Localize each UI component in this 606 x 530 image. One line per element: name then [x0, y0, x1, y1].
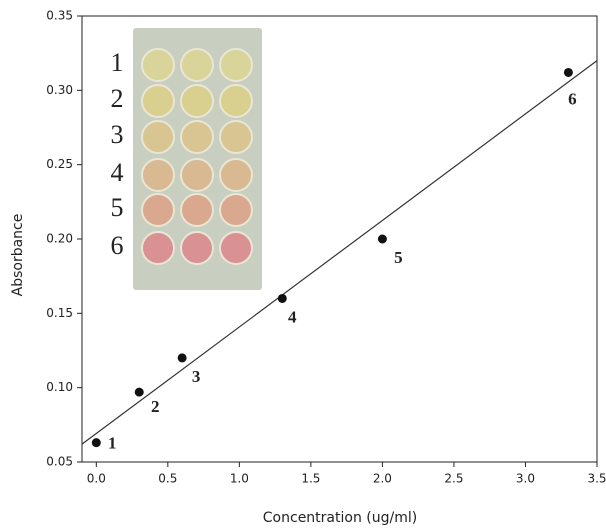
fit-line	[81, 60, 598, 445]
well	[180, 120, 214, 154]
well	[141, 120, 175, 154]
point-label: 1	[108, 434, 117, 453]
well	[219, 48, 253, 82]
well	[219, 84, 253, 118]
y-tick-label: 0.30	[46, 83, 73, 97]
well	[219, 193, 253, 227]
point-label: 3	[192, 367, 201, 386]
point	[177, 353, 187, 363]
point	[377, 234, 387, 244]
inset-photo	[133, 28, 262, 290]
point-label: 5	[394, 248, 403, 267]
well	[219, 231, 253, 265]
well	[141, 158, 175, 192]
y-tick-label: 0.10	[46, 380, 73, 394]
inset-label: 3	[111, 120, 124, 149]
point	[563, 67, 573, 77]
x-tick-label: 1.5	[301, 472, 320, 486]
point	[277, 293, 287, 303]
inset-label: 2	[111, 84, 124, 113]
point-label: 2	[151, 397, 160, 416]
y-tick-label: 0.15	[46, 306, 73, 320]
x-tick-label: 0.0	[87, 472, 106, 486]
well	[219, 120, 253, 154]
well	[141, 193, 175, 227]
well	[141, 84, 175, 118]
point-label: 4	[288, 307, 297, 326]
well	[180, 193, 214, 227]
point	[91, 438, 101, 448]
x-tick-label: 3.0	[516, 472, 535, 486]
well	[180, 158, 214, 192]
y-tick-label: 0.20	[46, 232, 73, 246]
y-tick-label: 0.05	[46, 455, 73, 469]
inset-label: 1	[111, 48, 124, 77]
inset-label: 4	[111, 158, 124, 187]
x-tick-label: 2.0	[373, 472, 392, 486]
point	[134, 387, 144, 397]
x-tick-label: 3.5	[587, 472, 606, 486]
y-tick-label: 0.25	[46, 157, 73, 171]
well	[180, 48, 214, 82]
inset-label: 6	[111, 231, 124, 260]
well	[180, 84, 214, 118]
x-axis-label: Concentration (ug/ml)	[263, 510, 417, 526]
well	[141, 231, 175, 265]
x-tick-label: 1.0	[230, 472, 249, 486]
well	[180, 231, 214, 265]
point-label: 6	[568, 89, 577, 108]
x-tick-label: 0.5	[158, 472, 177, 486]
inset-label: 5	[111, 193, 124, 222]
well	[219, 158, 253, 192]
y-axis-label: Absorbance	[10, 214, 26, 297]
x-tick-label: 2.5	[444, 472, 463, 486]
y-tick-label: 0.35	[46, 9, 73, 23]
well	[141, 48, 175, 82]
